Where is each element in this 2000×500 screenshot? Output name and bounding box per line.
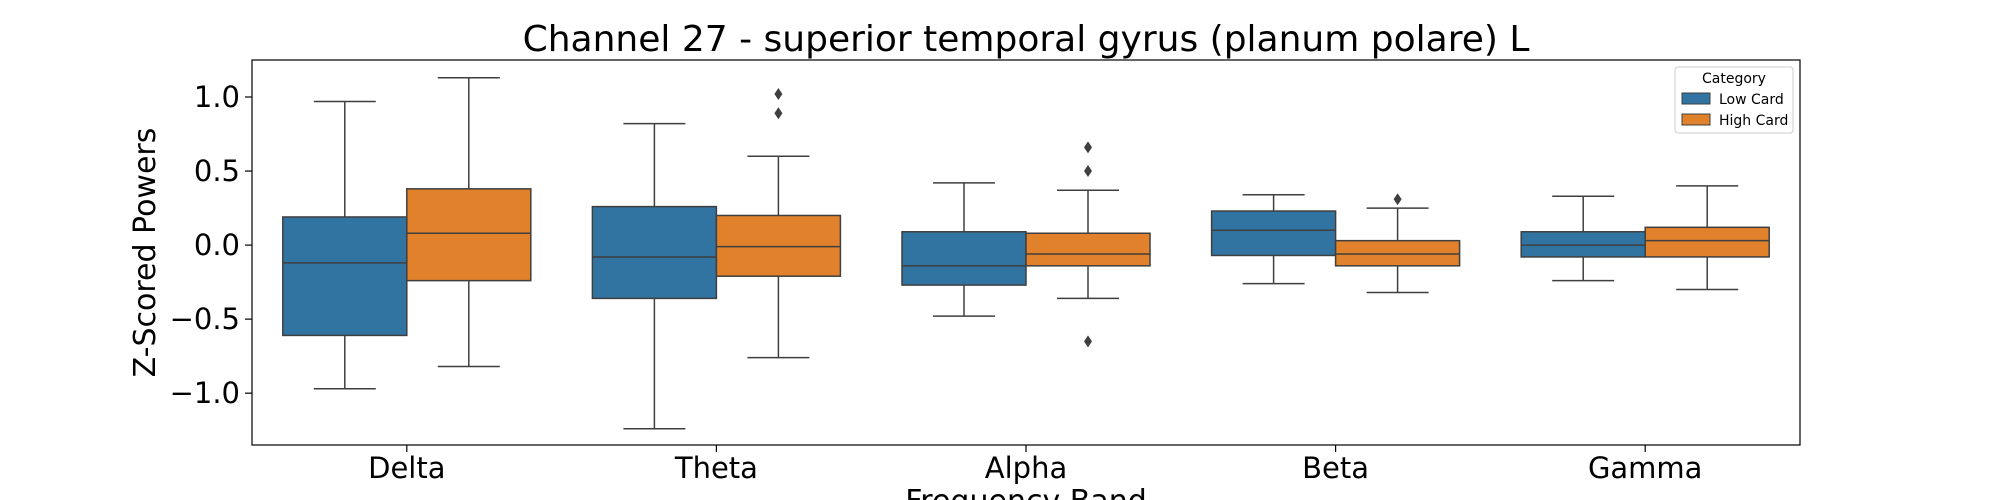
y-tick-label: 0.0 (194, 228, 240, 262)
iqr-box (1644, 226, 1770, 258)
y-axis-label: Z-Scored Powers (128, 128, 163, 378)
box-high-card-delta (406, 77, 532, 368)
outlier-point (1393, 193, 1402, 206)
box-high-card-beta (1334, 193, 1461, 294)
y-tick-label: −0.5 (170, 302, 240, 336)
iqr-box (591, 205, 718, 300)
legend-swatch-low-card (1681, 92, 1711, 105)
box-low-card-gamma (1520, 195, 1646, 282)
legend-label-low-card: Low Card (1719, 92, 1784, 108)
iqr-box (1025, 232, 1151, 267)
box-low-card-alpha (901, 182, 1027, 317)
x-axis-label: Frequency Band (905, 484, 1147, 500)
legend-swatch-high-card (1681, 113, 1711, 126)
x-tick-label-delta: Delta (368, 451, 445, 485)
outlier-point (774, 88, 783, 101)
iqr-box (901, 231, 1027, 286)
x-tick-label-alpha: Alpha (985, 451, 1067, 485)
box-high-card-alpha (1025, 141, 1151, 348)
box-low-card-theta (591, 122, 718, 430)
legend-label-high-card: High Card (1719, 113, 1788, 129)
x-tick-label-beta: Beta (1302, 451, 1369, 485)
y-axis-ticks: −1.0 −0.5 0.0 0.5 1.0 (170, 80, 252, 410)
box-low-card-beta (1210, 194, 1337, 285)
iqr-box (1210, 210, 1337, 257)
chart-title: Channel 27 - superior temporal gyrus (pl… (523, 19, 1530, 60)
outlier-point (1084, 141, 1092, 154)
legend: Category Low Card High Card (1674, 66, 1794, 134)
y-tick-label: −1.0 (170, 376, 240, 410)
box-high-card-theta (715, 88, 842, 359)
box-high-card-gamma (1644, 185, 1770, 291)
iqr-box (282, 216, 408, 337)
legend-title: Category (1702, 71, 1766, 87)
iqr-box (406, 188, 532, 282)
outlier-point (774, 107, 783, 120)
x-tick-label-gamma: Gamma (1588, 451, 1703, 485)
x-tick-label-theta: Theta (674, 451, 758, 485)
x-axis-ticks: Delta Theta Alpha Beta Gamma (368, 445, 1702, 485)
y-tick-label: 0.5 (194, 154, 240, 188)
box-low-card-delta (282, 100, 408, 390)
outlier-point (1084, 335, 1092, 348)
outlier-point (1084, 165, 1092, 178)
legend-items: Low Card High Card (1681, 92, 1788, 129)
box-layer (282, 77, 1770, 430)
y-tick-label: 1.0 (194, 80, 240, 114)
